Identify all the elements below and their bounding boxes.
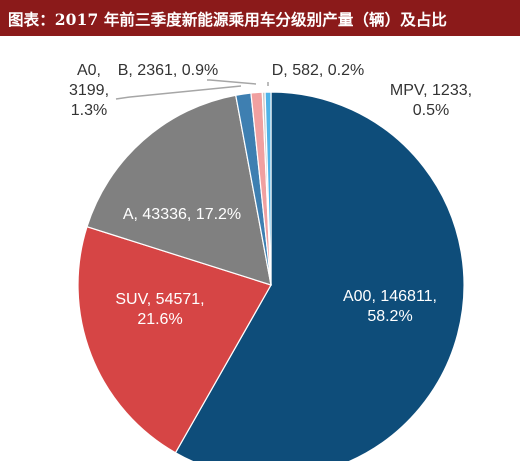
- slice-label-a0: A0, 3199, 1.3%: [69, 62, 109, 119]
- slice-label-line: A, 43336, 17.2%: [123, 206, 241, 223]
- slice-label-line: 1.3%: [71, 102, 107, 119]
- slice-a00: [174, 91, 465, 461]
- pie-chart: A00, 146811, 58.2% SUV, 54571, 21.6% A, 4333…: [69, 62, 472, 461]
- slice-mpv: [264, 91, 272, 286]
- slice-label-d: D, 582, 0.2%: [272, 62, 365, 79]
- leader-line-b: [207, 79, 257, 85]
- slice-label-line: SUV, 54571,: [115, 291, 204, 308]
- slice-label-mpv: MPV, 1233, 0.5%: [390, 82, 472, 119]
- slice-label-line: 21.6%: [137, 311, 182, 328]
- slice-label-suv: SUV, 54571, 21.6%: [115, 291, 204, 328]
- slice-label-a00: A00, 146811, 58.2%: [343, 288, 437, 325]
- title-bar: 图表：2017 年前三季度新能源乘用车分级别产量（辆）及占比: [0, 0, 520, 36]
- slice-label-line: 3199,: [69, 82, 109, 99]
- slice-label-b: B, 2361, 0.9%: [118, 62, 219, 79]
- slice-label-a: A, 43336, 17.2%: [123, 206, 241, 223]
- slice-label-line: MPV, 1233,: [390, 82, 472, 99]
- slice-label-line: B, 2361, 0.9%: [118, 62, 219, 79]
- slice-label-line: A0,: [77, 62, 101, 79]
- chart-title: 图表：2017 年前三季度新能源乘用车分级别产量（辆）及占比: [8, 10, 448, 29]
- slice-a: [86, 94, 272, 286]
- leader-line-a0: [115, 85, 242, 100]
- slice-label-line: A00, 146811,: [343, 288, 437, 305]
- slice-label-line: 58.2%: [367, 308, 412, 325]
- slice-label-line: D, 582, 0.2%: [272, 62, 365, 79]
- slice-suv: [77, 225, 272, 454]
- slice-label-line: 0.5%: [413, 102, 449, 119]
